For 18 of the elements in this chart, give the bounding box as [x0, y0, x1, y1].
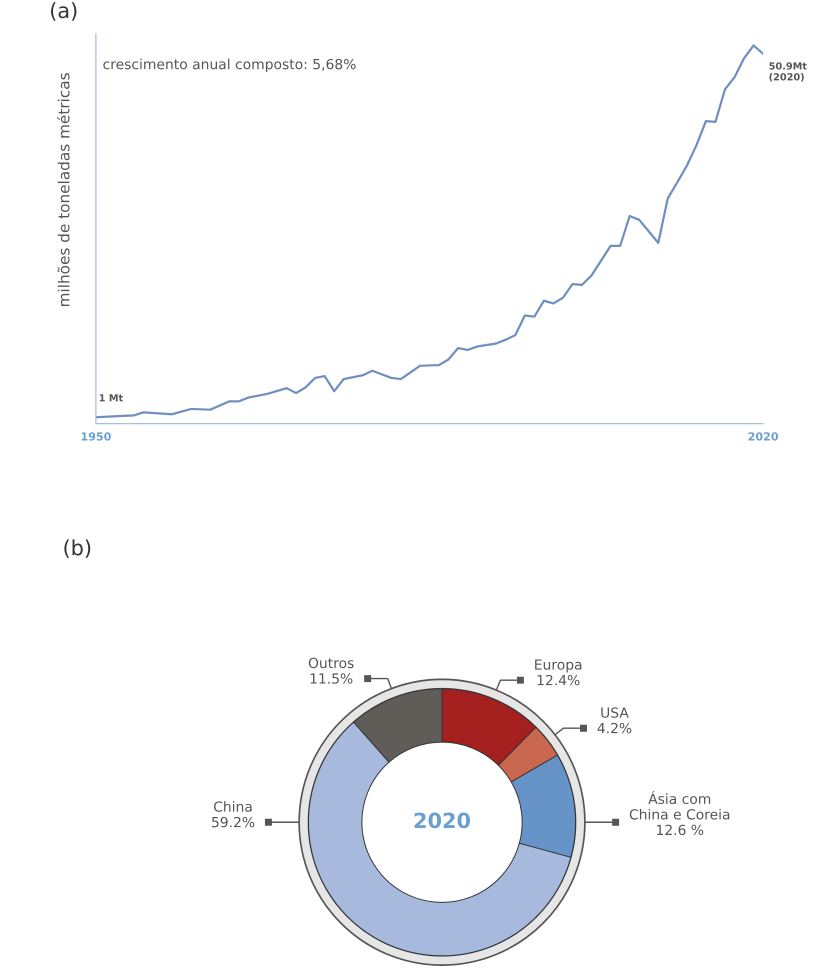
y-axis-title: milhões de toneladas métricas [57, 73, 70, 306]
slice-label: Ásia com China e Coreia [630, 791, 730, 820]
annotation: crescimento anual composto: 5,68% [103, 58, 356, 72]
data-label: 4.2% [598, 722, 632, 734]
annotation: 1 Mt [100, 394, 123, 402]
data-label: 12.4% [538, 674, 580, 686]
chart-title: (b) [64, 539, 90, 558]
data-label: 59.2% [212, 816, 254, 828]
text: 2020 [414, 812, 470, 828]
slice-label: Outros [308, 658, 354, 668]
slice-label: China [214, 801, 252, 812]
annotation: 50.9Mt (2020) [769, 62, 807, 82]
chart-title: (a) [50, 2, 76, 21]
data-label: 12.6 % [657, 824, 704, 836]
x-tick-label: 1950 [82, 432, 111, 441]
data-label: 11.5% [310, 673, 352, 684]
slice-label: USA [601, 707, 629, 718]
slice-label: Europa [535, 659, 582, 672]
